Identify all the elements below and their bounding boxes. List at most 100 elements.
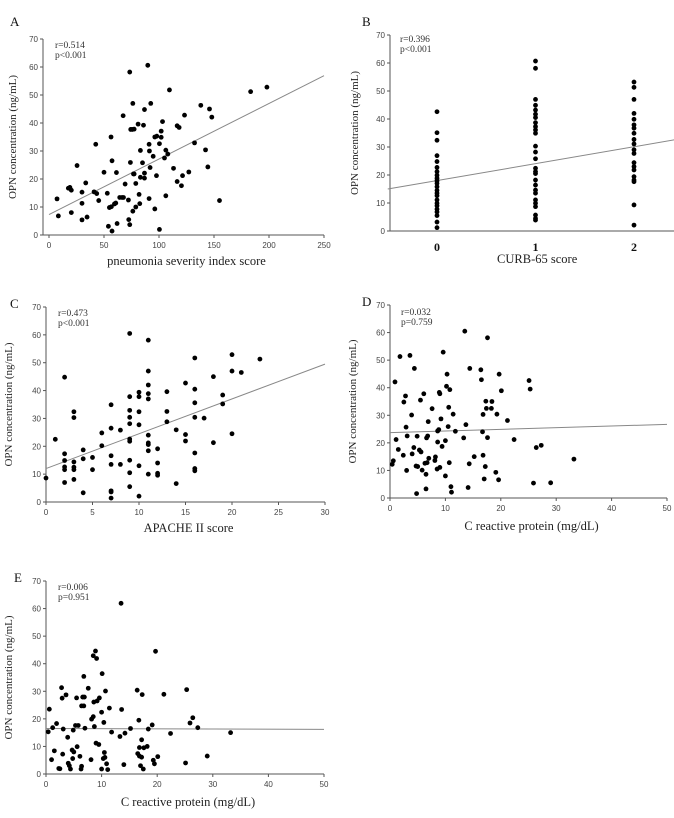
data-point (418, 397, 423, 403)
data-point (238, 370, 244, 375)
data-point (485, 335, 490, 341)
data-point (533, 165, 538, 171)
data-point (127, 421, 133, 427)
data-point (131, 171, 137, 177)
x-tick-label: 0 (47, 241, 52, 250)
y-tick-label: 70 (32, 303, 41, 312)
data-point (118, 600, 124, 606)
data-point (446, 404, 452, 410)
data-point (631, 174, 637, 180)
panel-e: E 0 10 20 30 40 50 60 70 0 10 20 30 40 50 C reactive pr… (3, 570, 329, 809)
data-point (461, 435, 467, 441)
data-point (481, 476, 487, 482)
stat-annotation: r=0.514 (55, 41, 85, 51)
data-point (264, 84, 270, 90)
data-point (90, 714, 96, 720)
data-point (631, 202, 637, 208)
data-point (83, 180, 89, 186)
data-point (119, 707, 125, 712)
data-point (145, 448, 151, 454)
data-point (65, 734, 71, 740)
stat-annotation: p<0.001 (55, 51, 87, 61)
data-point (444, 383, 449, 389)
data-point (136, 463, 142, 469)
data-point (434, 165, 440, 170)
data-point (496, 371, 502, 377)
data-point (145, 368, 151, 374)
data-point (533, 156, 538, 162)
data-point (145, 62, 151, 68)
data-point (138, 174, 143, 180)
data-point (533, 58, 538, 64)
data-point (108, 204, 114, 210)
data-point (108, 495, 114, 501)
data-point (217, 198, 222, 203)
y-tick-label: 70 (29, 35, 38, 44)
data-point (220, 401, 226, 407)
data-point (190, 715, 196, 721)
data-point (533, 127, 538, 133)
x-tick-label: 0 (44, 508, 49, 517)
data-point (134, 687, 140, 693)
data-point (631, 160, 637, 166)
data-point (209, 114, 215, 120)
data-point (130, 208, 136, 214)
data-point (136, 493, 142, 499)
x-category-label: 2 (631, 240, 637, 254)
stat-annotation: r=0.396 (400, 35, 430, 45)
data-point (449, 489, 454, 495)
data-point (203, 147, 208, 153)
data-point (158, 128, 164, 134)
x-tick-label: 10 (97, 780, 106, 789)
data-point (148, 101, 154, 106)
data-point (526, 378, 532, 383)
data-point (485, 435, 490, 441)
data-point (82, 725, 88, 731)
data-point (403, 393, 408, 399)
data-point (71, 415, 77, 420)
data-point (142, 175, 147, 181)
data-point (479, 377, 484, 383)
data-point (146, 196, 152, 202)
data-point (121, 195, 126, 200)
x-tick-label: 40 (264, 780, 273, 789)
data-point (434, 197, 440, 203)
data-point (91, 724, 97, 729)
x-tick-label: 150 (207, 241, 221, 250)
data-point (533, 115, 538, 120)
x-tick-label: 10 (135, 508, 144, 517)
regression-line (387, 139, 674, 190)
data-point (99, 671, 105, 677)
data-point (152, 761, 157, 767)
data-point (118, 427, 123, 433)
data-point (179, 183, 184, 189)
data-point (145, 471, 151, 477)
data-point (63, 692, 69, 698)
data-point (395, 447, 401, 452)
data-point (127, 160, 133, 165)
data-point (84, 214, 90, 220)
data-point (71, 459, 77, 465)
data-point (80, 456, 86, 462)
data-point (136, 389, 142, 395)
data-point (176, 125, 182, 130)
data-point (450, 411, 456, 417)
data-point (60, 751, 66, 757)
panel-letter: D (362, 294, 371, 309)
x-tick-label: 25 (274, 508, 283, 517)
data-point (90, 653, 96, 659)
data-point (192, 355, 198, 361)
data-point (81, 673, 87, 679)
x-tick-label: 250 (317, 241, 331, 250)
regression-line (389, 423, 668, 434)
y-tick-label: 30 (376, 411, 385, 420)
data-point (109, 729, 115, 735)
data-point (192, 386, 198, 392)
data-point (162, 155, 167, 161)
y-tick-label: 50 (376, 87, 385, 96)
data-point (183, 760, 188, 766)
data-point (121, 762, 127, 768)
data-point (54, 196, 60, 202)
data-point (533, 107, 538, 113)
